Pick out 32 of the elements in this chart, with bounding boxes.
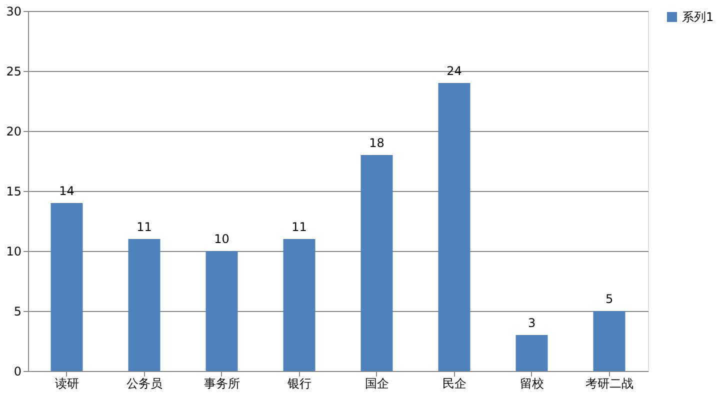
x-tick-label: 考研二战 [585,376,634,390]
data-label: 10 [214,232,230,246]
bar [593,311,626,371]
data-label: 3 [528,316,536,330]
x-tick-label: 国企 [364,376,389,390]
bar [50,203,83,371]
y-tick-label: 10 [6,244,22,258]
y-tick-label: 25 [6,64,22,78]
y-tick-label: 30 [6,4,22,18]
bar [283,239,316,371]
y-tick-label: 15 [6,184,22,198]
data-label: 11 [292,220,307,234]
y-tick-label: 20 [6,124,22,138]
bar [438,83,470,371]
x-tick-label: 民企 [442,376,466,390]
data-label: 11 [136,220,152,234]
x-tick-label: 银行 [286,376,312,390]
y-tick-label: 5 [14,304,22,318]
y-tick-label: 0 [14,364,22,378]
x-tick-label: 留校 [520,376,544,390]
data-label: 5 [605,292,614,306]
x-tick-label: 读研 [54,376,79,390]
legend-label: 系列1 [682,10,714,24]
bar [128,239,160,371]
bar [360,155,393,371]
data-label: 14 [59,184,74,198]
bar [516,335,548,371]
bar [206,251,238,371]
data-label: 24 [446,64,462,78]
x-tick-label: 事务所 [204,376,240,390]
data-label: 18 [369,136,384,150]
x-tick-label: 公务员 [126,376,162,390]
